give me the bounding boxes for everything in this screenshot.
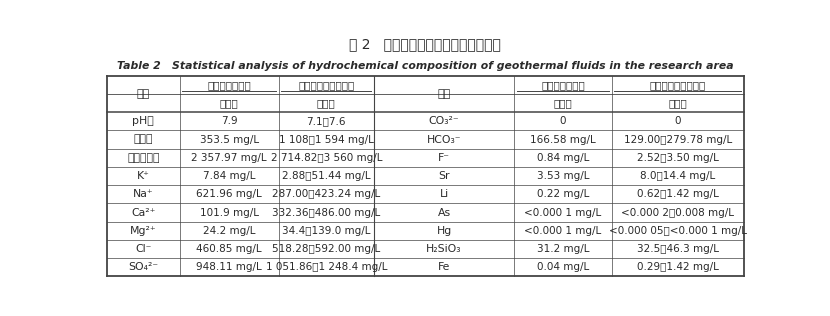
- Text: 101.9 mg/L: 101.9 mg/L: [200, 208, 259, 217]
- Text: 129.00～279.78 mg/L: 129.00～279.78 mg/L: [623, 135, 732, 144]
- Text: pH値: pH値: [133, 116, 154, 126]
- Text: 溶解总固体: 溶解总固体: [127, 153, 159, 163]
- Text: 0.22 mg/L: 0.22 mg/L: [537, 189, 589, 199]
- Text: 353.5 mg/L: 353.5 mg/L: [200, 135, 259, 144]
- Text: 621.96 mg/L: 621.96 mg/L: [197, 189, 262, 199]
- Text: Sr: Sr: [438, 171, 450, 181]
- Text: Table 2   Statistical analysis of hydrochemical composition of geothermal fluids: Table 2 Statistical analysis of hydroche…: [117, 61, 734, 71]
- Text: 3.53 mg/L: 3.53 mg/L: [537, 171, 589, 181]
- Text: 332.36～486.00 mg/L: 332.36～486.00 mg/L: [272, 208, 380, 217]
- Text: 2 714.82～3 560 mg/L: 2 714.82～3 560 mg/L: [271, 153, 382, 163]
- Text: 古生界碳酸盐岩热储: 古生界碳酸盐岩热储: [650, 80, 706, 90]
- Text: 1 108～1 594 mg/L: 1 108～1 594 mg/L: [279, 135, 374, 144]
- Text: 0: 0: [675, 116, 681, 126]
- Text: 新生界砂岩热储: 新生界砂岩热储: [541, 80, 585, 90]
- Text: H₂SiO₃: H₂SiO₃: [427, 244, 461, 254]
- Text: CO₃²⁻: CO₃²⁻: [429, 116, 459, 126]
- Text: Ca²⁺: Ca²⁺: [131, 208, 155, 217]
- Text: 表 2   研究区地热流体水化学成分统计: 表 2 研究区地热流体水化学成分统计: [349, 37, 501, 51]
- Text: Cl⁻: Cl⁻: [135, 244, 152, 254]
- Text: 古生界碳酸盐岩热储: 古生界碳酸盐岩热储: [298, 80, 354, 90]
- Text: 7.9: 7.9: [221, 116, 237, 126]
- Text: 0.84 mg/L: 0.84 mg/L: [537, 153, 589, 163]
- Text: 32.5～46.3 mg/L: 32.5～46.3 mg/L: [637, 244, 719, 254]
- Text: 0.29～1.42 mg/L: 0.29～1.42 mg/L: [637, 262, 719, 272]
- Text: 8.0～14.4 mg/L: 8.0～14.4 mg/L: [640, 171, 715, 181]
- Text: 范围値: 范围値: [554, 98, 573, 108]
- Text: 0.62～1.42 mg/L: 0.62～1.42 mg/L: [637, 189, 719, 199]
- Text: 2.88～51.44 mg/L: 2.88～51.44 mg/L: [282, 171, 371, 181]
- Text: Mg²⁺: Mg²⁺: [130, 226, 157, 236]
- Text: <0.000 1 mg/L: <0.000 1 mg/L: [525, 208, 602, 217]
- Text: 项目: 项目: [437, 89, 451, 99]
- Text: 0: 0: [559, 116, 566, 126]
- Text: 948.11 mg/L: 948.11 mg/L: [197, 262, 262, 272]
- Text: 0.04 mg/L: 0.04 mg/L: [537, 262, 589, 272]
- Text: 7.1～7.6: 7.1～7.6: [306, 116, 346, 126]
- Text: 31.2 mg/L: 31.2 mg/L: [537, 244, 589, 254]
- Text: 范围値: 范围値: [317, 98, 335, 108]
- Text: 24.2 mg/L: 24.2 mg/L: [203, 226, 256, 236]
- Text: 1 051.86～1 248.4 mg/L: 1 051.86～1 248.4 mg/L: [266, 262, 387, 272]
- Text: 2.52～3.50 mg/L: 2.52～3.50 mg/L: [637, 153, 719, 163]
- Text: 2 357.97 mg/L: 2 357.97 mg/L: [192, 153, 267, 163]
- Text: 34.4～139.0 mg/L: 34.4～139.0 mg/L: [282, 226, 370, 236]
- Text: 166.58 mg/L: 166.58 mg/L: [530, 135, 596, 144]
- Text: SO₄²⁻: SO₄²⁻: [129, 262, 159, 272]
- Text: <0.000 05～<0.000 1 mg/L: <0.000 05～<0.000 1 mg/L: [609, 226, 747, 236]
- Text: 范围値: 范围値: [668, 98, 687, 108]
- Text: 7.84 mg/L: 7.84 mg/L: [203, 171, 256, 181]
- Text: Hg: Hg: [437, 226, 452, 236]
- Text: As: As: [437, 208, 451, 217]
- Text: 范围値: 范围値: [220, 98, 238, 108]
- Text: F⁻: F⁻: [438, 153, 450, 163]
- Text: K⁺: K⁺: [137, 171, 149, 181]
- Text: 新生界砂岩热储: 新生界砂岩热储: [208, 80, 251, 90]
- Text: Fe: Fe: [438, 262, 450, 272]
- Text: 项目: 项目: [137, 89, 150, 99]
- Text: <0.000 2～0.008 mg/L: <0.000 2～0.008 mg/L: [622, 208, 735, 217]
- Text: Na⁺: Na⁺: [133, 189, 154, 199]
- Text: <0.000 1 mg/L: <0.000 1 mg/L: [525, 226, 602, 236]
- Text: 总硬度: 总硬度: [134, 135, 153, 144]
- Text: 518.28～592.00 mg/L: 518.28～592.00 mg/L: [272, 244, 380, 254]
- Text: 287.00～423.24 mg/L: 287.00～423.24 mg/L: [272, 189, 380, 199]
- Text: HCO₃⁻: HCO₃⁻: [427, 135, 461, 144]
- Text: 460.85 mg/L: 460.85 mg/L: [197, 244, 262, 254]
- Text: Li: Li: [439, 189, 448, 199]
